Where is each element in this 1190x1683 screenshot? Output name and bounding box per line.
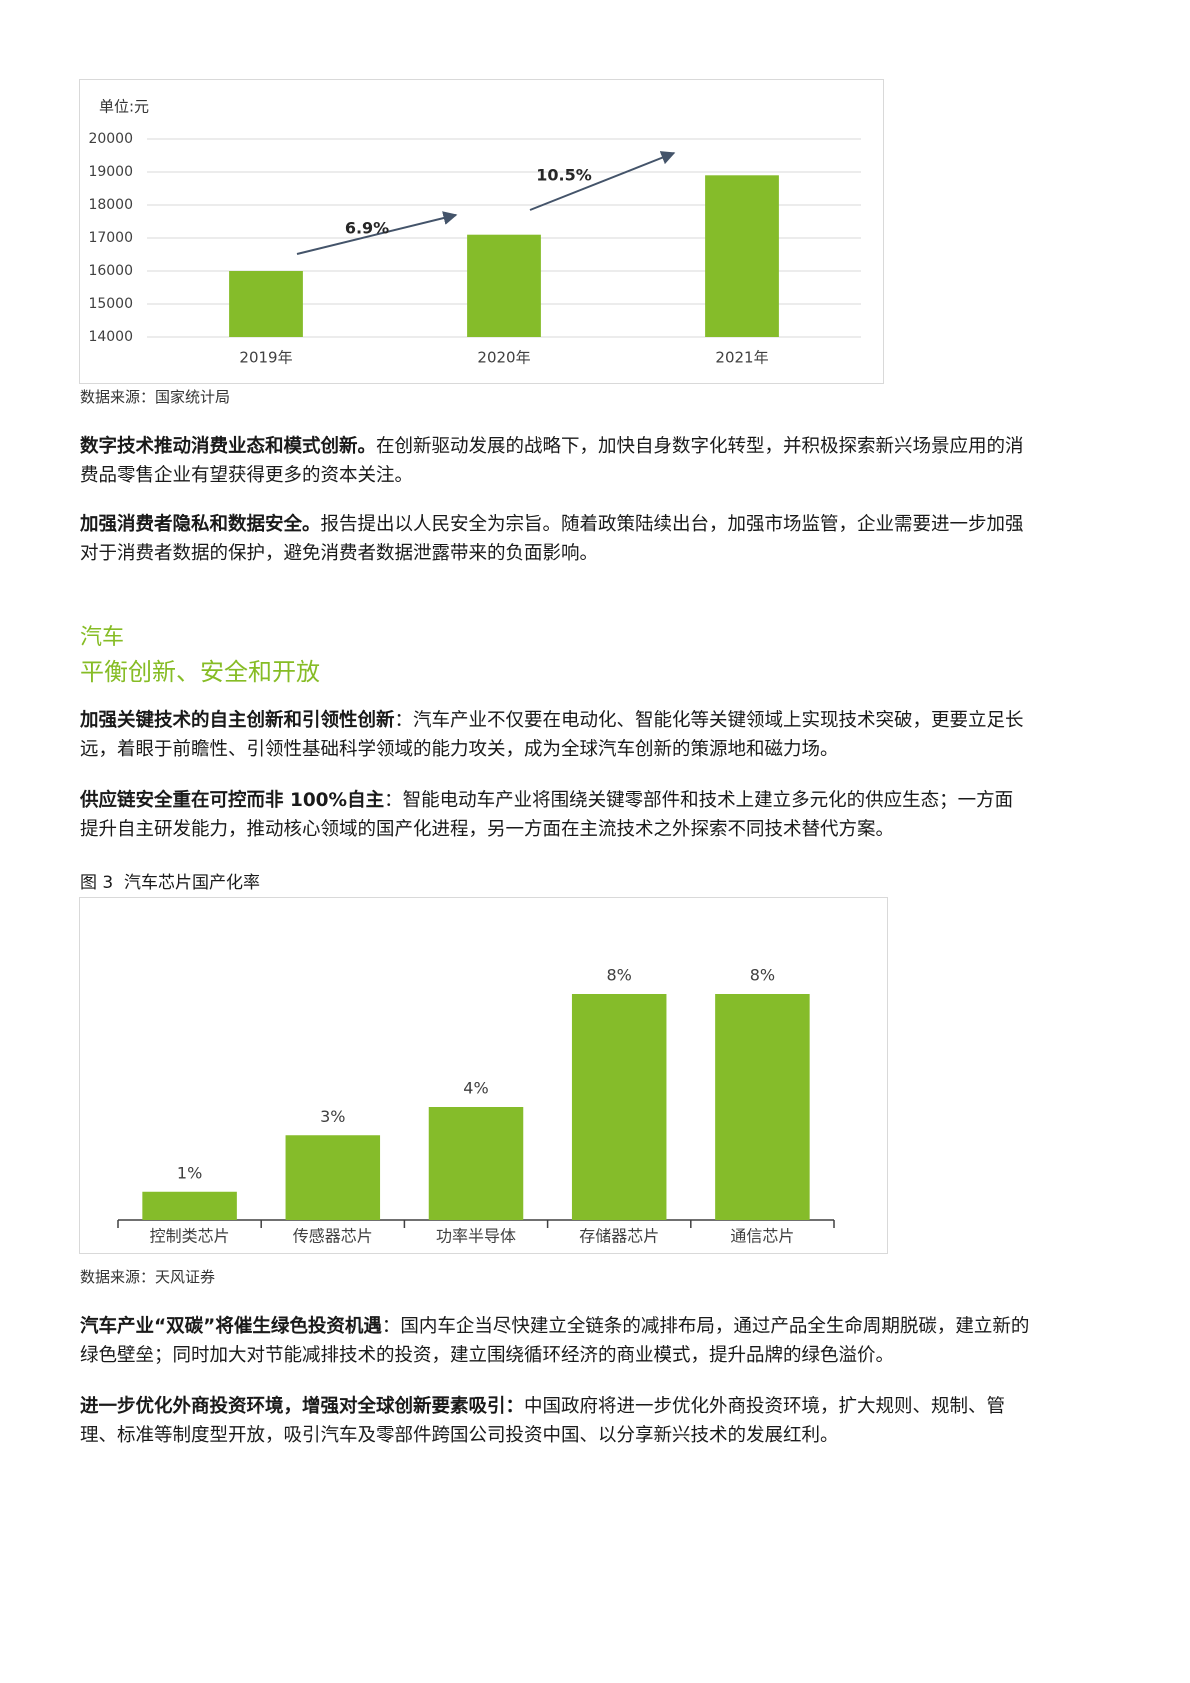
value-label: 3% xyxy=(320,1107,345,1126)
x-tick-label: 2021年 xyxy=(715,349,768,367)
source: 数据来源：天风证券 xyxy=(80,1268,216,1286)
annotation: 10.5% xyxy=(536,166,592,185)
paragraph-lead: 加强关键技术的自主创新和引领性创新 xyxy=(80,710,395,731)
paragraph: 数字技术推动消费业态和模式创新。在创新驱动发展的战略下，加快自身数字化转型，并积… xyxy=(80,432,1030,490)
y-tick-label: 16000 xyxy=(88,263,133,279)
paragraph-text: ：国内车企当尽快建立全链条的减排布局，通过产品全生命周期脱碳，建立新的绿色壁垒；… xyxy=(80,1316,1030,1366)
paragraph-lead: 供应链安全重在可控而非 100%自主 xyxy=(80,790,385,811)
x-tick-label: 存储器芯片 xyxy=(579,1227,659,1246)
bar xyxy=(715,994,810,1220)
bar xyxy=(571,994,667,1220)
y-tick-label: 19000 xyxy=(88,164,133,180)
y-axis-label: 单位:元 xyxy=(99,98,149,116)
paragraph: 加强关键技术的自主创新和引领性创新：汽车产业不仅要在电动化、智能化等关键领域上实… xyxy=(80,706,1030,764)
source: 数据来源：国家统计局 xyxy=(80,388,231,406)
y-tick-label: 15000 xyxy=(88,296,133,312)
paragraph-text: 在创新驱动发展的战略下，加快自身数字化转型，并积极探索新兴场景应用的消费品零售企… xyxy=(80,436,1024,486)
y-tick-label: 17000 xyxy=(88,230,133,246)
paragraph-lead: 进一步优化外商投资环境，增强对全球创新要素吸引： xyxy=(80,1396,525,1417)
paragraph: 加强消费者隐私和数据安全。报告提出以人民安全为宗旨。随着政策陆续出台，加强市场监… xyxy=(80,510,1030,568)
growth-arrow xyxy=(529,151,676,211)
x-tick-label: 通信芯片 xyxy=(730,1227,794,1246)
bar xyxy=(428,1107,524,1220)
x-tick-label: 传感器芯片 xyxy=(293,1227,373,1246)
value-label: 4% xyxy=(463,1079,488,1098)
annotation: 6.9% xyxy=(345,219,389,238)
section-title: 汽车 xyxy=(80,625,125,650)
paragraph-lead: 汽车产业“双碳”将催生绿色投资机遇 xyxy=(80,1316,382,1337)
paragraph-lead: 加强消费者隐私和数据安全。 xyxy=(80,514,321,535)
growth-arrow xyxy=(296,211,458,255)
income-chart: 单位:元 14000 15000 16000 17000 18000 19000 20000 2… xyxy=(79,79,884,384)
x-tick-label: 2020年 xyxy=(477,349,530,367)
section-subtitle: 平衡创新、安全和开放 xyxy=(80,658,320,686)
paragraph-text: ：智能电动车产业将围绕关键零部件和技术上建立多元化的供应生态；一方面提升自主研发… xyxy=(80,790,1014,840)
x-tick-label: 功率半导体 xyxy=(436,1227,516,1246)
value-label: 1% xyxy=(177,1163,202,1182)
value-label: 8% xyxy=(607,966,632,985)
bar xyxy=(467,234,541,337)
paragraph: 汽车产业“双碳”将催生绿色投资机遇：国内车企当尽快建立全链条的减排布局，通过产品… xyxy=(80,1312,1030,1370)
paragraph-text: 中国政府将进一步优化外商投资环境，扩大规则、规制、管理、标准等制度型开放，吸引汽… xyxy=(80,1396,1006,1446)
bar xyxy=(705,175,779,337)
value-label: 8% xyxy=(750,966,775,985)
y-tick-label: 14000 xyxy=(88,329,133,345)
bar xyxy=(229,271,303,337)
y-tick-label: 20000 xyxy=(88,131,133,147)
y-tick-label: 18000 xyxy=(88,197,133,213)
paragraph-text: ：汽车产业不仅要在电动化、智能化等关键领域上实现技术突破，更要立足长远，着眼于前… xyxy=(80,710,1024,760)
chip-chart: 1% 控制类芯片 3% 传感器芯片 4% 功率半导体 8% 存储器芯片 8% 通信芯片 xyxy=(79,897,888,1254)
x-tick-label: 控制类芯片 xyxy=(150,1227,230,1246)
paragraph: 进一步优化外商投资环境，增强对全球创新要素吸引：中国政府将进一步优化外商投资环境… xyxy=(80,1392,1030,1450)
bar xyxy=(285,1135,381,1220)
figure-caption: 图 3 汽车芯片国产化率 xyxy=(80,873,261,893)
paragraph-text: 报告提出以人民安全为宗旨。随着政策陆续出台，加强市场监管，企业需要进一步加强对于… xyxy=(80,514,1024,564)
paragraph: 供应链安全重在可控而非 100%自主：智能电动车产业将围绕关键零部件和技术上建立… xyxy=(80,786,1030,844)
x-tick-label: 2019年 xyxy=(239,349,292,367)
paragraph-lead: 数字技术推动消费业态和模式创新。 xyxy=(80,436,377,457)
bar xyxy=(142,1191,237,1220)
